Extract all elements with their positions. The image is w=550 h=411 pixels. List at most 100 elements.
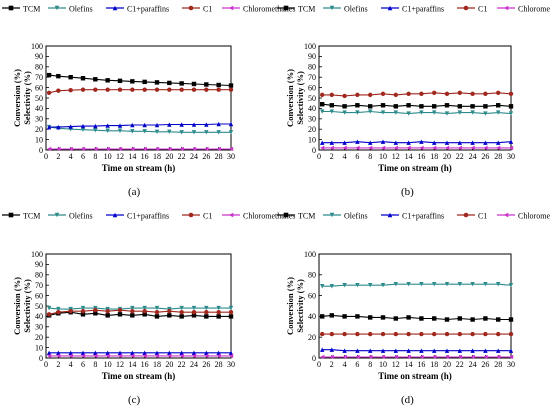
legend-marker-olefins [329,212,335,218]
data-point-olefins [470,110,475,115]
x-axis-label: Time on stream (h) [102,371,175,381]
data-point-c1-paraffins [457,348,462,353]
data-point-olefins [216,130,221,135]
x-tick-label: 10 [379,360,387,369]
data-point-c1-paraffins [117,123,123,128]
series-line-c1 [322,92,512,97]
data-point-chloromethanes [204,353,209,359]
x-tick-label: 24 [469,360,477,369]
data-point-tcm [204,314,209,319]
x-tick-label: 2 [56,152,60,161]
x-tick-label: 10 [104,152,112,161]
data-point-c1-paraffins [508,348,514,353]
x-tick-label: 18 [153,152,161,161]
data-point-c1 [406,331,411,337]
data-point-tcm [93,77,98,82]
data-point-olefins [142,129,147,134]
data-point-c1-paraffins [80,123,86,129]
x-tick-label: 12 [392,360,400,369]
x-tick-label: 22 [178,360,186,369]
data-point-tcm [46,72,52,78]
x-tick-label: 18 [430,152,438,161]
series-line-c1 [48,89,231,94]
legend-label-chloromethanes: Chloromethanes [243,5,295,14]
chart-panel-c: TCM Olefins C1+paraffins C1 Chloromethanes01… [2,212,295,381]
data-point-c1 [204,87,209,92]
data-point-olefins [154,305,160,311]
legend-label-olefins: Olefins [344,212,368,221]
series-line-tcm [49,74,232,87]
series-c1-paraffins [46,350,234,355]
data-point-c1-paraffins [444,140,450,145]
data-point-olefins [142,305,147,311]
data-point-c1 [444,91,450,97]
data-point-olefins [406,281,411,287]
data-point-olefins [167,129,172,134]
data-point-tcm [342,314,347,319]
legend-label-c1: C1 [203,212,212,221]
data-point-c1-paraffins [216,121,221,127]
series-line-c1-paraffins [322,141,512,144]
y-tick-label: 80 [308,63,316,72]
data-point-c1-paraffins [154,350,160,355]
x-axis-label: Time on stream (h) [378,371,451,381]
data-point-olefins [406,111,411,116]
data-point-chloromethanes [508,354,514,360]
data-point-c1 [142,309,147,314]
data-point-tcm [496,317,501,322]
x-tick-label: 8 [93,360,97,369]
y-tick-label: 10 [35,343,43,352]
data-point-c1-paraffins [105,350,110,355]
data-point-olefins [191,305,197,311]
data-point-olefins [496,110,501,115]
data-point-c1-paraffins [355,348,360,353]
data-point-c1-paraffins [320,347,325,352]
data-point-c1 [380,91,386,97]
data-point-tcm [470,317,475,322]
data-point-chloromethanes [179,353,184,359]
series-chloromethanes [320,145,514,151]
data-point-tcm [444,103,450,108]
data-point-c1-paraffins [46,124,52,130]
series-line-tcm [48,311,231,317]
data-point-c1 [130,87,135,92]
legend-label-olefins: Olefins [344,5,368,14]
data-point-c1 [368,331,373,337]
data-point-c1 [130,309,135,314]
data-point-c1 [419,331,424,337]
x-tick-label: 6 [81,152,85,161]
data-point-olefins [130,129,135,134]
data-point-chloromethanes [342,354,347,360]
data-point-c1-paraffins [355,139,360,144]
data-point-c1 [46,90,52,96]
data-point-c1 [68,309,73,314]
legend-marker-c1-paraffins [112,212,118,218]
data-point-c1-paraffins [483,348,488,353]
data-point-c1-paraffins [179,122,184,127]
data-point-c1-paraffins [329,140,334,145]
legend-label-olefins: Olefins [69,212,93,221]
x-tick-label: 28 [215,152,223,161]
data-point-c1-paraffins [342,140,347,145]
data-point-tcm [80,76,86,81]
data-point-c1-paraffins [483,140,488,145]
x-tick-label: 12 [116,152,124,161]
data-point-olefins [393,281,398,287]
x-tick-label: 30 [507,152,515,161]
y-tick-label: 80 [35,63,43,72]
x-tick-label: 2 [56,360,60,369]
data-point-tcm [80,312,86,317]
data-point-c1-paraffins [432,348,437,353]
data-point-chloromethanes [432,145,437,151]
data-point-chloromethanes [142,146,147,152]
data-point-olefins [329,109,334,114]
data-point-chloromethanes [342,145,347,151]
data-point-c1 [508,91,514,97]
data-point-tcm [117,78,123,84]
data-point-c1-paraffins [329,347,334,352]
data-point-chloromethanes [80,353,86,359]
legend-marker-chloromethanes [228,212,234,218]
x-tick-label: 14 [405,152,413,161]
data-point-c1-paraffins [130,122,135,128]
data-point-chloromethanes [191,353,197,359]
